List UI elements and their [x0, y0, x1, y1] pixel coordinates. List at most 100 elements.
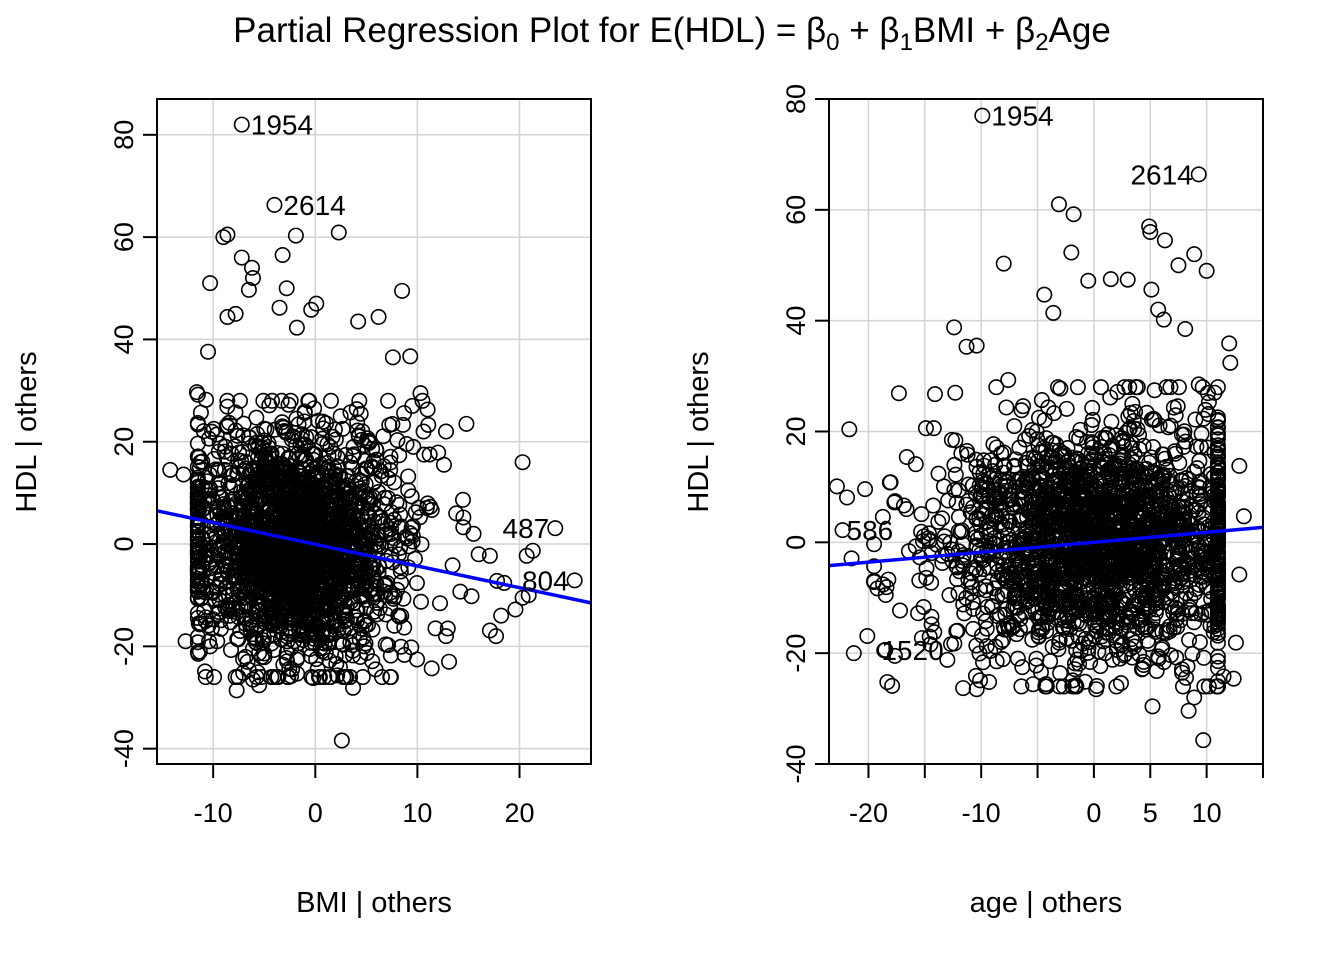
age-data-point — [1206, 486, 1223, 503]
age-data-point — [1083, 434, 1100, 451]
bmi-data-point — [328, 655, 345, 672]
age-data-point — [1160, 496, 1177, 513]
bmi-data-point — [331, 568, 348, 585]
age-data-point — [934, 510, 951, 527]
age-data-point — [1170, 257, 1187, 274]
bmi-data-point — [249, 425, 266, 442]
age-data-point — [1160, 419, 1177, 436]
age-data-point — [1060, 618, 1077, 635]
age-data-point — [1186, 246, 1203, 263]
bmi-data-point — [201, 482, 218, 499]
age-data-point — [1023, 553, 1040, 570]
bmi-data-point — [231, 550, 248, 567]
age-data-point — [1023, 489, 1040, 506]
bmi-data-point — [249, 602, 266, 619]
age-data-point — [1209, 567, 1226, 584]
age-data-point — [1209, 560, 1226, 577]
bmi-data-point — [191, 459, 208, 476]
age-data-point — [1054, 448, 1071, 465]
age-data-point — [1177, 669, 1194, 686]
bmi-data-point — [264, 392, 281, 409]
age-data-point — [1013, 678, 1030, 695]
bmi-data-point — [232, 392, 249, 409]
age-data-point — [1194, 573, 1211, 590]
age-data-point — [1051, 631, 1068, 648]
age-data-point — [975, 654, 992, 671]
bmi-data-point — [421, 446, 438, 463]
age-data-point — [915, 598, 932, 615]
bmi-data-point — [352, 405, 369, 422]
age-data-point — [1206, 444, 1223, 461]
bmi-data-point — [197, 547, 214, 564]
age-data-point — [1020, 580, 1037, 597]
bmi-data-point — [341, 507, 358, 524]
age-data-point — [995, 255, 1012, 272]
age-data-point — [998, 399, 1015, 416]
bmi-data-point — [189, 448, 206, 465]
age-data-point — [1066, 655, 1083, 672]
bmi-data-point — [200, 343, 217, 360]
age-data-point — [968, 337, 985, 354]
age-data-point — [1028, 650, 1045, 667]
age-data-point — [875, 576, 892, 593]
age-data-point — [978, 638, 995, 655]
bmi-data-point — [251, 645, 268, 662]
age-data-point — [1221, 335, 1238, 352]
age-data-point — [1090, 643, 1107, 660]
age-data-point — [1059, 486, 1076, 503]
age-data-point — [1209, 427, 1226, 444]
bmi-data-point — [349, 510, 366, 527]
age-data-point — [1209, 616, 1226, 633]
bmi-data-point — [244, 270, 261, 287]
age-data-point — [1080, 272, 1097, 289]
age-data-point — [1000, 371, 1017, 388]
age-data-point — [1209, 498, 1226, 515]
age-data-point — [1153, 516, 1170, 533]
age-data-point — [1078, 434, 1095, 451]
bmi-x-axis-label: BMI | others — [296, 887, 452, 919]
age-data-point — [1196, 678, 1213, 695]
bmi-data-point — [327, 471, 344, 488]
bmi-y-tick-label: -20 — [109, 627, 139, 666]
bmi-point-label-1954: 1954 — [251, 110, 313, 141]
bmi-data-point — [200, 554, 217, 571]
bmi-data-point — [301, 608, 318, 625]
age-data-point — [958, 338, 975, 355]
bmi-x-tick-label: 10 — [402, 798, 432, 828]
age-data-point — [1156, 232, 1173, 249]
age-data-point — [1007, 451, 1024, 468]
age-data-point — [1125, 412, 1142, 429]
bmi-data-point — [306, 585, 323, 602]
age-partial-plot: age | others HDL | others 19542614586152… — [683, 84, 1264, 919]
bmi-data-point — [278, 644, 295, 661]
bmi-data-point — [437, 423, 454, 440]
age-data-point — [977, 582, 994, 599]
age-data-point — [1111, 514, 1128, 531]
age-data-point — [1037, 484, 1054, 501]
age-data-point — [1014, 659, 1031, 676]
age-x-axis-label: age | others — [970, 887, 1123, 919]
bmi-data-point — [382, 669, 399, 686]
age-data-point — [1158, 624, 1175, 641]
bmi-data-point — [298, 429, 315, 446]
bmi-data-point — [343, 567, 360, 584]
bmi-data-point — [202, 638, 219, 655]
bmi-data-point — [392, 558, 409, 575]
age-data-point — [1209, 659, 1226, 676]
age-data-point — [841, 421, 858, 438]
bmi-data-point — [189, 478, 206, 495]
bmi-data-point — [454, 491, 471, 508]
age-data-point — [1030, 628, 1047, 645]
age-point-label-1954: 1954 — [991, 101, 1053, 132]
age-point-label-2614: 2614 — [1130, 159, 1192, 190]
age-data-point — [1138, 581, 1155, 598]
bmi-data-point — [357, 612, 374, 629]
age-data-point — [1102, 271, 1119, 288]
bmi-data-point — [353, 431, 370, 448]
age-data-point — [1188, 485, 1205, 502]
bmi-data-point — [403, 639, 420, 656]
bmi-data-point — [189, 524, 206, 541]
age-data-point — [1209, 653, 1226, 670]
age-data-point — [1062, 546, 1079, 563]
bmi-data-point — [394, 282, 411, 299]
